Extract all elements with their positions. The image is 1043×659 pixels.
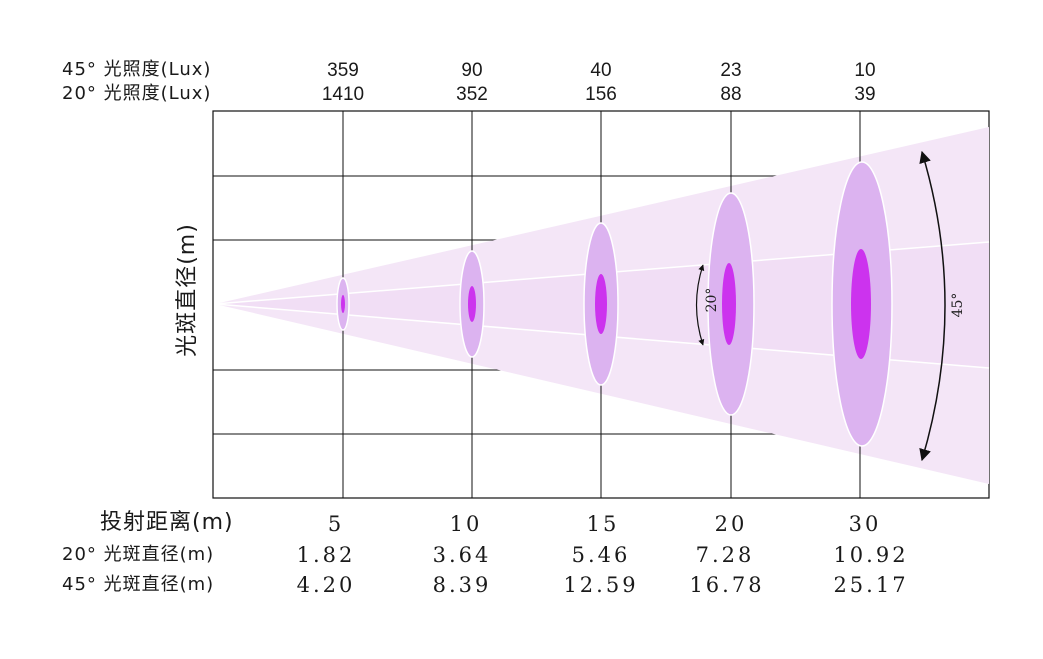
lux-45-value-15m: 40 (590, 60, 611, 81)
spot-20-20m (722, 263, 736, 345)
spot-20-10m (468, 286, 476, 322)
y-axis-title: 光斑直径(m) (175, 223, 200, 357)
angle-45-arrow (919, 150, 946, 462)
diameter-20-value-10m: 3.64 (433, 543, 492, 567)
diameter-20-value-20m: 7.28 (696, 543, 755, 567)
lux-20-value-5m: 1410 (322, 84, 364, 105)
spot-ellipses (336, 161, 893, 447)
bottom-rows: 投射距离(m) 20° 光斑直径(m) 45° 光斑直径(m) 5 10 15 20 3… (62, 510, 908, 597)
distance-value-5m: 5 (328, 512, 344, 536)
lux-20-value-10m: 352 (456, 84, 488, 105)
lux-45-values: 359 90 40 23 10 (327, 60, 875, 81)
angle-20-label: 20° (704, 288, 720, 313)
lux-20-label: 20° 光照度(Lux) (62, 83, 211, 104)
lux-20-values: 1410 352 156 88 39 (322, 84, 876, 105)
angle-45-label: 45° (950, 293, 966, 318)
lux-20-value-30m: 39 (854, 84, 875, 105)
lux-45-value-20m: 23 (720, 60, 741, 81)
distance-values: 5 10 15 20 30 (328, 512, 882, 536)
diameter-20-value-15m: 5.46 (572, 543, 631, 567)
diameter-45-value-20m: 16.78 (689, 573, 764, 597)
distance-value-15m: 15 (587, 512, 620, 536)
spot-20-15m (595, 274, 607, 334)
lux-45-value-30m: 10 (854, 60, 875, 81)
spot-20-5m (341, 295, 345, 313)
lux-20-value-20m: 88 (720, 84, 741, 105)
diameter-45-value-15m: 12.59 (563, 573, 638, 597)
distance-value-30m: 30 (849, 512, 882, 536)
distance-value-20m: 20 (715, 512, 748, 536)
diameter-45-value-5m: 4.20 (297, 573, 356, 597)
dia-45-label: 45° 光斑直径(m) (62, 574, 214, 595)
diameter-20-value-30m: 10.92 (833, 543, 908, 567)
spot-20-30m (851, 249, 871, 359)
diameter-20-value-5m: 1.82 (297, 543, 356, 567)
diameter-20-values: 1.82 3.64 5.46 7.28 10.92 (297, 543, 908, 567)
lux-45-value-5m: 359 (327, 60, 359, 81)
distance-label: 投射距离(m) (100, 510, 234, 535)
lux-20-value-15m: 156 (585, 84, 617, 105)
diameter-45-value-30m: 25.17 (833, 573, 908, 597)
diameter-45-values: 4.20 8.39 12.59 16.78 25.17 (297, 573, 908, 597)
angle-20-arrow (695, 264, 705, 346)
lux-rows: 45° 光照度(Lux) 20° 光照度(Lux) 359 90 40 23 10 14… (62, 59, 876, 105)
angle-annotations: 20° 45° (695, 150, 966, 462)
distance-value-10m: 10 (450, 512, 483, 536)
lux-45-label: 45° 光照度(Lux) (62, 59, 211, 80)
diameter-45-value-10m: 8.39 (433, 573, 492, 597)
dia-20-label: 20° 光斑直径(m) (62, 544, 214, 565)
lux-45-value-10m: 90 (461, 60, 482, 81)
